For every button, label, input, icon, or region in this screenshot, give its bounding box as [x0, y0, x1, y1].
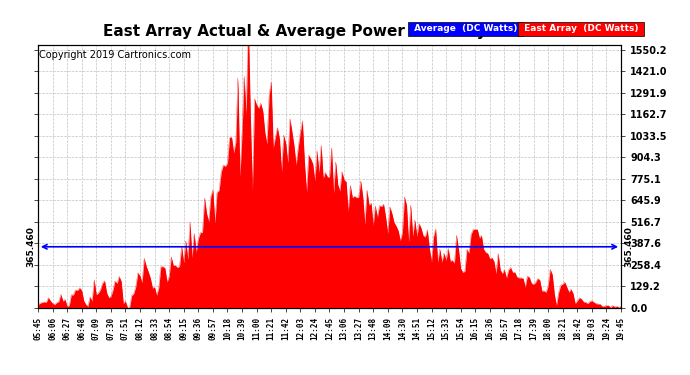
Text: 365.460: 365.460	[26, 226, 35, 267]
Text: Average  (DC Watts): Average (DC Watts)	[411, 24, 520, 33]
Text: Copyright 2019 Cartronics.com: Copyright 2019 Cartronics.com	[39, 50, 191, 60]
Text: East Array  (DC Watts): East Array (DC Watts)	[521, 24, 642, 33]
Title: East Array Actual & Average Power Mon May 6 19:49: East Array Actual & Average Power Mon Ma…	[103, 24, 556, 39]
Text: 365.460: 365.460	[624, 226, 633, 267]
